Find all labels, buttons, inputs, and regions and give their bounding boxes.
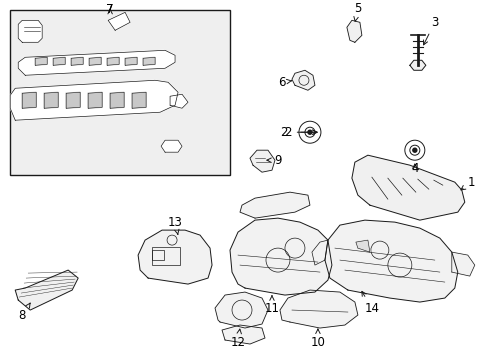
Polygon shape	[71, 57, 83, 65]
Text: 5: 5	[353, 2, 361, 21]
Polygon shape	[451, 252, 474, 276]
Polygon shape	[311, 240, 327, 265]
Text: 3: 3	[423, 16, 438, 45]
Text: 1: 1	[460, 176, 474, 190]
Polygon shape	[170, 94, 188, 108]
Polygon shape	[107, 57, 119, 65]
Bar	[10, 10, 229, 175]
Polygon shape	[240, 192, 309, 218]
Polygon shape	[355, 240, 369, 252]
Polygon shape	[18, 50, 175, 75]
Polygon shape	[409, 60, 425, 70]
Text: 14: 14	[361, 291, 379, 315]
Text: 13: 13	[167, 216, 182, 234]
Text: 12: 12	[230, 329, 245, 348]
Polygon shape	[10, 80, 178, 120]
Polygon shape	[351, 155, 464, 220]
Polygon shape	[346, 20, 361, 42]
Polygon shape	[108, 12, 130, 30]
Bar	[152, 247, 180, 265]
Text: 8: 8	[19, 303, 30, 321]
Polygon shape	[53, 57, 65, 65]
Polygon shape	[215, 292, 267, 328]
Text: 11: 11	[264, 296, 279, 315]
Circle shape	[412, 148, 416, 152]
Polygon shape	[132, 92, 146, 108]
Text: 9: 9	[266, 154, 281, 167]
Polygon shape	[291, 70, 314, 90]
Polygon shape	[324, 220, 457, 302]
Text: 7: 7	[106, 3, 114, 16]
Text: 10: 10	[310, 329, 325, 348]
Text: 7: 7	[106, 3, 114, 16]
Polygon shape	[249, 150, 274, 172]
Text: 4: 4	[410, 162, 418, 175]
Polygon shape	[125, 57, 137, 65]
Bar	[152, 250, 164, 260]
Polygon shape	[44, 92, 58, 108]
Polygon shape	[280, 290, 357, 328]
Polygon shape	[161, 140, 182, 152]
Polygon shape	[222, 325, 264, 344]
Polygon shape	[229, 218, 331, 295]
Polygon shape	[22, 92, 36, 108]
Polygon shape	[18, 20, 42, 42]
Polygon shape	[35, 57, 47, 65]
Polygon shape	[66, 92, 80, 108]
Circle shape	[307, 130, 311, 134]
Text: 2: 2	[284, 126, 316, 139]
Text: 6: 6	[278, 76, 291, 89]
Polygon shape	[15, 270, 78, 310]
Polygon shape	[143, 57, 155, 65]
Text: 2: 2	[280, 126, 287, 139]
Polygon shape	[110, 92, 124, 108]
Polygon shape	[89, 57, 101, 65]
Polygon shape	[88, 92, 102, 108]
Polygon shape	[138, 230, 212, 284]
